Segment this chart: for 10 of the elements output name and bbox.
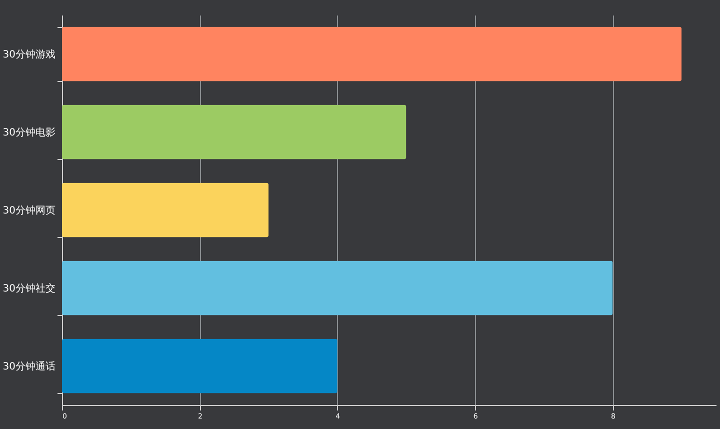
y-tick-label: 30分钟社交 [2,282,56,294]
y-tick-label: 30分钟电影 [2,126,56,138]
bar [62,260,613,316]
bar [62,104,406,160]
y-tick-label: 30分钟通话 [2,360,56,372]
bar [62,26,682,82]
bar [62,182,269,238]
y-tick-label: 30分钟网页 [2,204,56,216]
y-tick-label: 30分钟游戏 [2,48,56,60]
bar [62,338,338,394]
